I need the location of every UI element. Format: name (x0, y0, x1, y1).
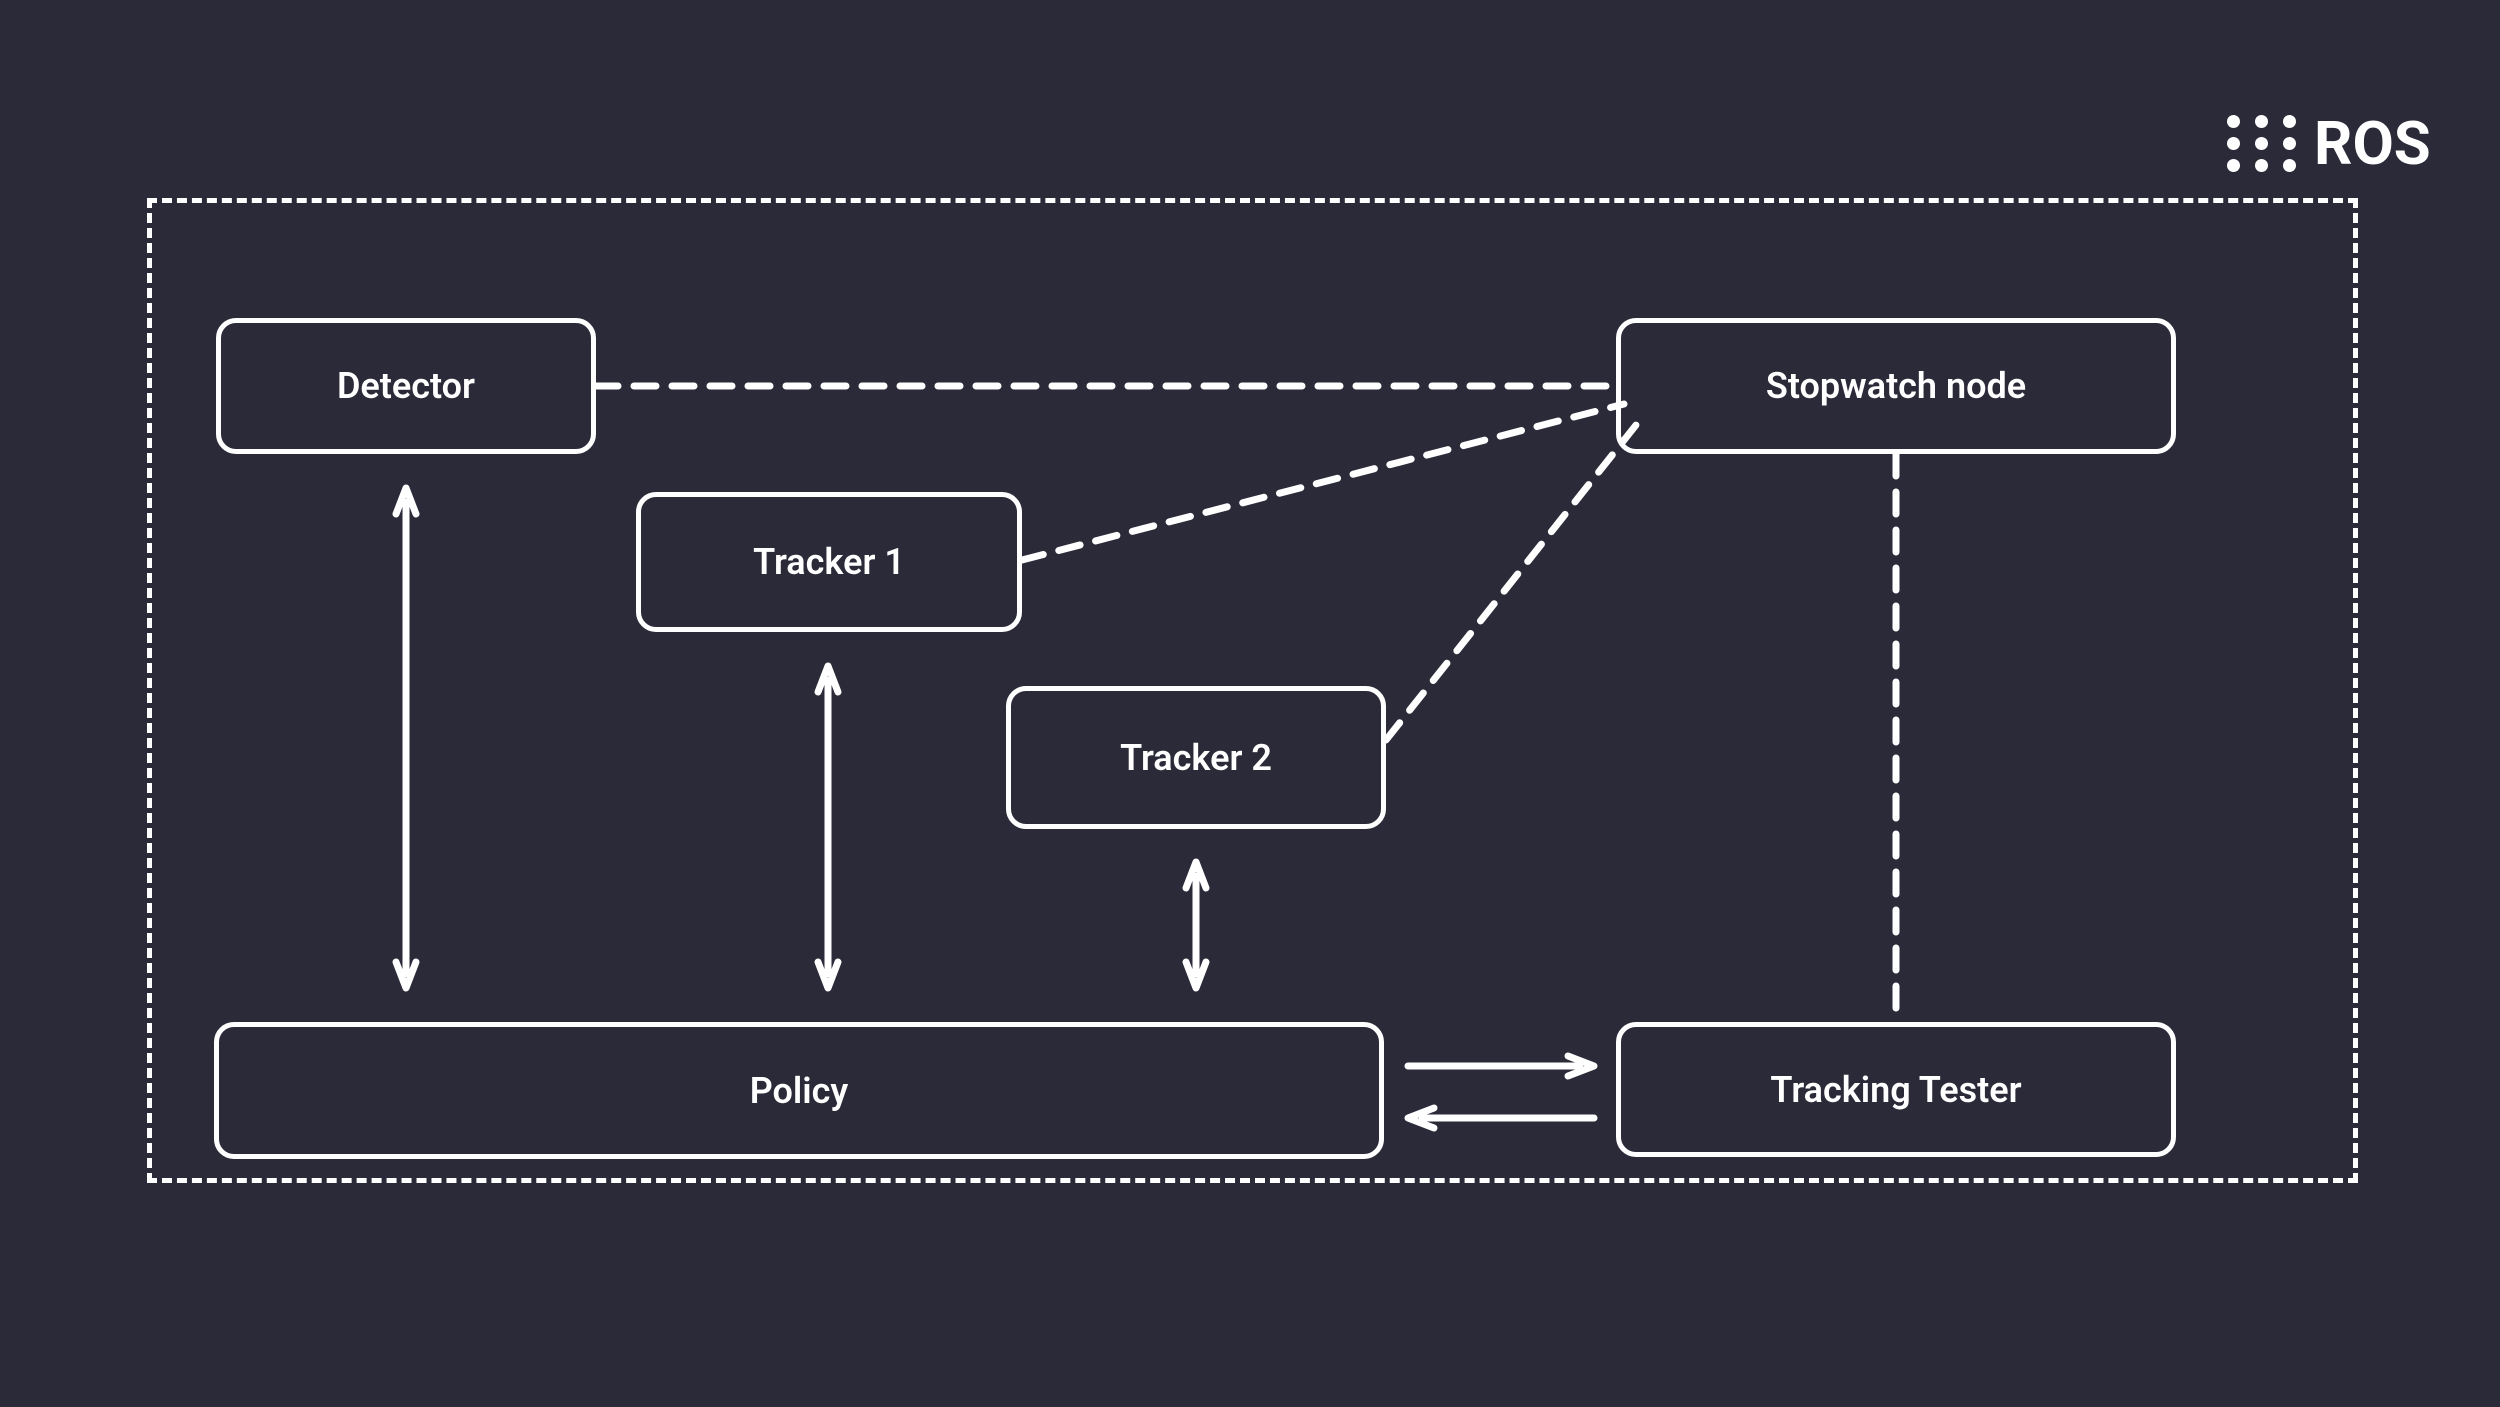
tracker2-label: Tracker 2 (1120, 737, 1272, 779)
ros-logo-text: ROS (2314, 108, 2431, 179)
detector-node: Detector (216, 318, 596, 454)
tracker1-label: Tracker 1 (753, 541, 905, 583)
policy-label: Policy (750, 1070, 849, 1112)
ros-logo: ROS (2227, 108, 2431, 179)
detector-label: Detector (337, 365, 475, 407)
diagram-stage: ROS Detector Stopwatch node Tracker 1 Tr… (0, 0, 2500, 1407)
stopwatch-label: Stopwatch node (1766, 365, 2026, 407)
tracking-tester-label: Tracking Tester (1770, 1069, 2021, 1111)
tracking-tester-node: Tracking Tester (1616, 1022, 2176, 1157)
tracker2-node: Tracker 2 (1006, 686, 1386, 829)
ros-dots-icon (2227, 115, 2296, 172)
stopwatch-node: Stopwatch node (1616, 318, 2176, 454)
tracker1-node: Tracker 1 (636, 492, 1022, 632)
policy-node: Policy (214, 1022, 1384, 1159)
